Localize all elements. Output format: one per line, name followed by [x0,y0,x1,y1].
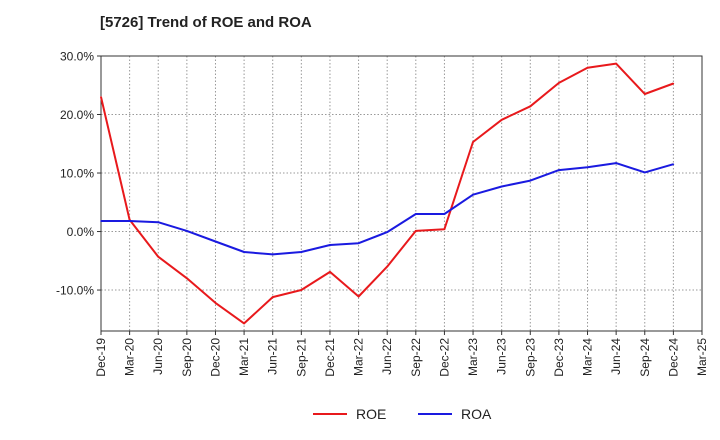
data-point-roa [672,163,675,166]
data-point-roa [443,213,446,215]
x-tick-label: Sep-22 [409,338,423,377]
x-tick-label: Dec-23 [552,338,566,377]
data-point-roe [243,322,245,325]
x-tick-label: Jun-20 [151,338,165,375]
data-point-roe [214,302,217,304]
legend: ROE ROA [313,406,492,422]
data-point-roe [186,277,188,280]
y-tick-label: -10.0% [56,284,94,298]
data-point-roe [500,118,503,121]
chart-title: [5726] Trend of ROE and ROA [100,14,312,31]
x-tick-label: Sep-21 [294,338,308,377]
data-point-roa [357,242,360,245]
x-tick-label: Jun-24 [609,338,623,375]
data-point-roa [157,221,160,223]
data-point-roe [615,62,617,65]
x-tick-label: Sep-23 [523,338,537,377]
data-point-roa [500,185,503,188]
data-point-roe [443,228,446,230]
data-point-roa [100,220,102,222]
data-point-roe [300,289,303,291]
y-tick-label: 10.0% [60,167,94,181]
data-point-roa [558,169,560,171]
data-point-roe [271,296,274,298]
x-tick-label: Mar-24 [581,338,595,376]
data-point-roa [615,162,617,164]
data-point-roa [243,251,245,253]
data-point-roe [672,82,675,85]
data-point-roa [329,244,331,246]
y-tick-label: 30.0% [60,50,94,64]
x-tick-label: Mar-22 [352,338,366,376]
legend-label-roa: ROA [461,406,492,422]
series-layer [100,62,675,325]
legend-label-roe: ROE [356,406,386,422]
data-point-roa [271,253,274,256]
x-tick-label: Dec-20 [208,338,222,377]
data-point-roa [643,171,646,174]
x-tick-label: Mar-25 [695,338,709,376]
y-axis-ticks: 30.0% 20.0% 10.0% 0.0% -10.0% [56,50,101,298]
x-tick-label: Jun-21 [266,338,280,375]
data-point-roe [586,66,589,69]
data-point-roa [415,213,417,215]
x-tick-label: Dec-21 [323,338,337,377]
x-tick-label: Mar-20 [123,338,137,376]
data-point-roa [586,166,589,168]
data-point-roa [300,251,303,253]
data-point-roa [186,230,188,232]
x-tick-label: Jun-23 [495,338,509,375]
x-tick-label: Mar-21 [237,338,251,376]
data-point-roe [472,141,474,143]
data-point-roa [214,240,217,243]
series-line-roa [101,162,674,256]
y-tick-label: 0.0% [67,225,95,239]
data-point-roe [329,271,331,273]
x-tick-label: Dec-24 [666,338,680,377]
data-point-roe [415,230,417,232]
data-point-roa [529,179,532,182]
x-axis-ticks: Dec-19 Mar-20 Jun-20 Sep-20 Dec-20 Mar-21 Jun-… [94,331,709,377]
data-point-roe [157,255,160,258]
data-point-roe [643,93,646,95]
x-tick-label: Sep-24 [638,338,652,377]
x-tick-label: Dec-19 [94,338,108,377]
data-point-roe [386,265,388,268]
data-point-roe [357,295,360,298]
x-tick-label: Mar-23 [466,338,480,376]
grid-layer [101,55,702,331]
data-point-roa [472,193,474,196]
data-point-roe [100,96,102,98]
plot-frame [100,55,703,332]
data-point-roa [386,231,388,233]
data-point-roe [529,105,532,108]
data-point-roa [128,220,131,222]
y-tick-label: 20.0% [60,108,94,122]
x-tick-label: Dec-22 [437,338,451,377]
x-tick-label: Jun-22 [380,338,394,375]
data-point-roe [558,82,560,84]
x-tick-label: Sep-20 [180,338,194,377]
